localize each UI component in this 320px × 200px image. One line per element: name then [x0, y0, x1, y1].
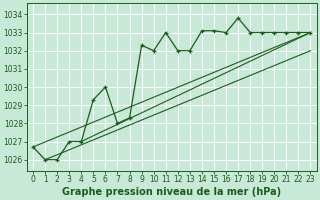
- X-axis label: Graphe pression niveau de la mer (hPa): Graphe pression niveau de la mer (hPa): [62, 187, 281, 197]
